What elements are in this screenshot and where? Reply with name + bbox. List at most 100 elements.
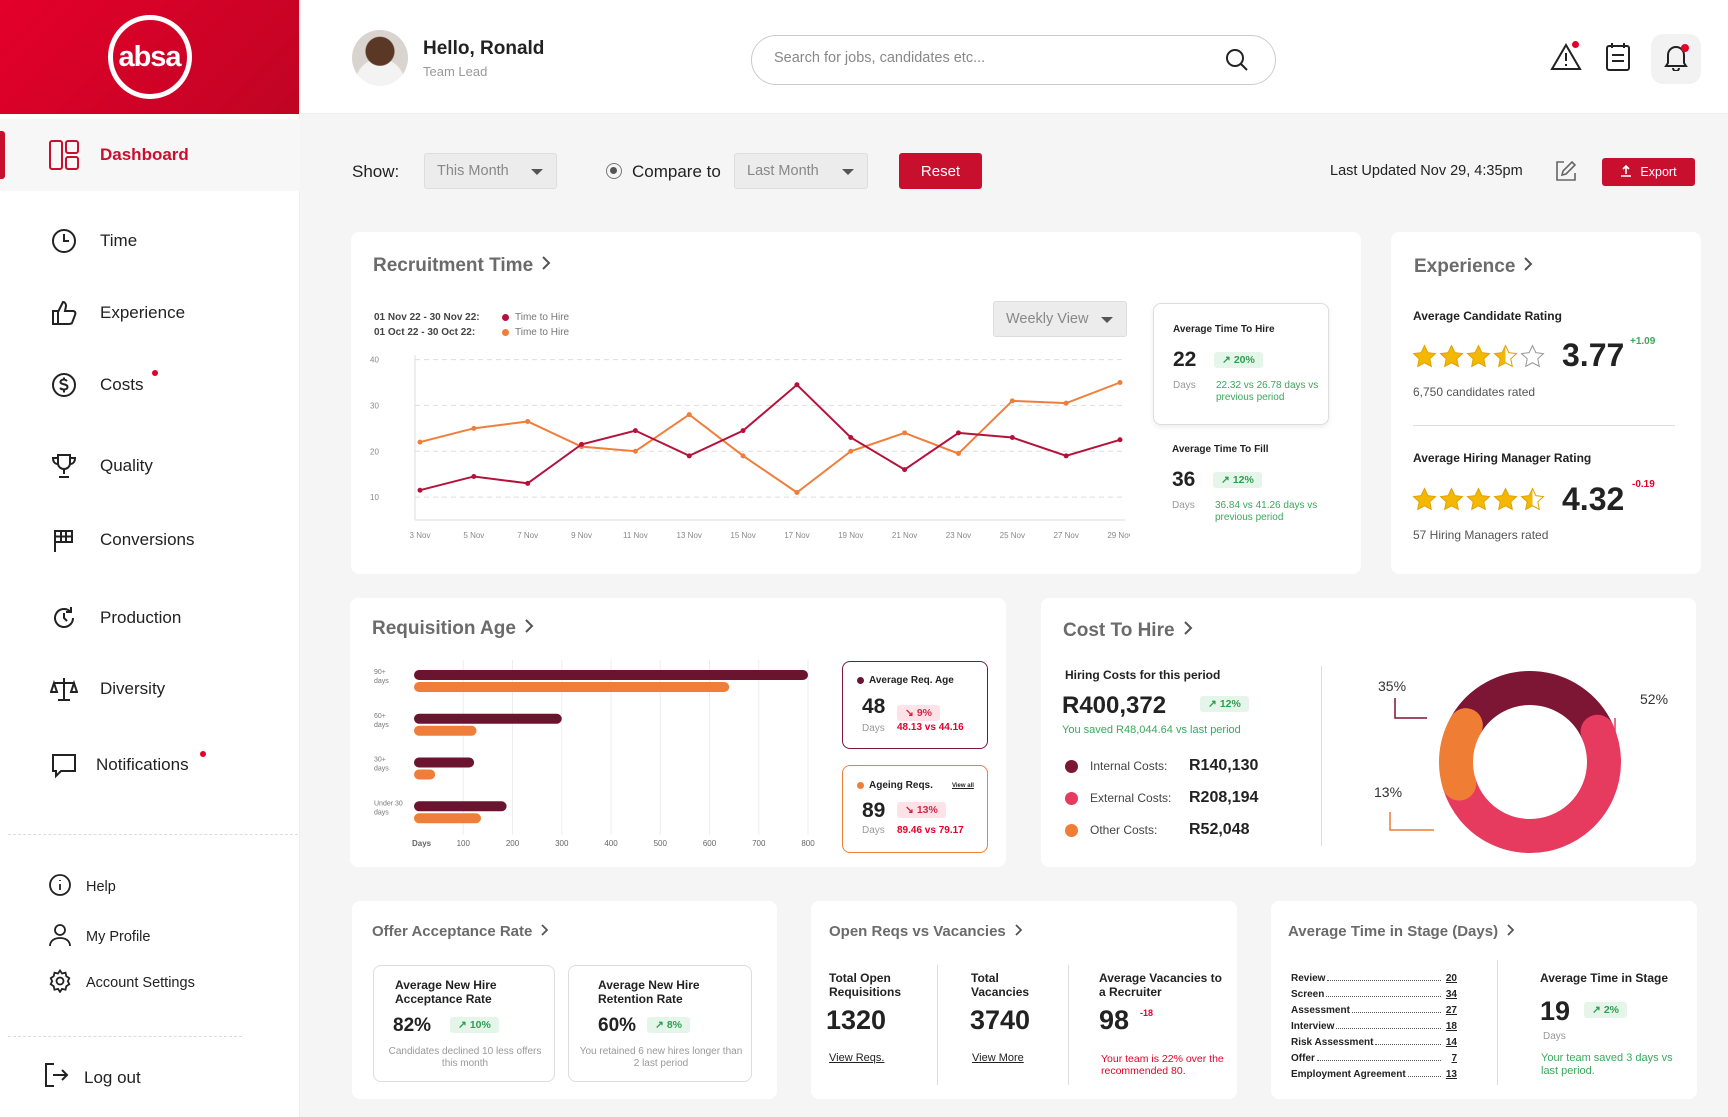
avatar[interactable] <box>352 30 408 86</box>
sidebar-item-production[interactable]: Production <box>0 582 300 654</box>
view-reqs-link[interactable]: View Reqs. <box>829 1052 885 1064</box>
sidebar-item-label: Production <box>100 608 182 627</box>
ageing-reqs-box: Ageing Reqs. View all 89 ↘ 13% Days 89.46… <box>842 765 988 853</box>
trend-up-icon: ↗ <box>655 1019 664 1031</box>
chevron-right-icon <box>524 618 534 640</box>
data-point <box>902 430 908 436</box>
chevron-right-icon <box>540 923 549 940</box>
legend-swatch <box>1065 759 1078 773</box>
data-point <box>794 382 800 388</box>
clipboard-icon[interactable] <box>1601 40 1635 74</box>
series-line <box>419 381 1121 494</box>
cost-total: R400,372 <box>1062 692 1167 719</box>
bar <box>414 801 507 812</box>
manager-star-rating <box>1412 487 1545 512</box>
sidebar-item-quality[interactable]: Quality <box>0 430 300 502</box>
my-profile-link[interactable]: My Profile <box>48 923 150 951</box>
absa-logo[interactable]: absa <box>107 15 192 99</box>
compare-radio[interactable] <box>606 163 622 179</box>
reset-button[interactable]: Reset <box>899 153 982 189</box>
sidebar-item-notifications[interactable]: Notifications <box>0 729 300 801</box>
chart-legend: 01 Nov 22 - 30 Nov 22: Time to Hire 01 Oc… <box>374 312 570 338</box>
bell-button[interactable] <box>1651 34 1701 84</box>
change-badge: ↗ 8% <box>647 1017 690 1033</box>
bar <box>414 769 436 780</box>
weekly-view-dropdown[interactable]: Weekly View <box>993 301 1127 337</box>
flag-icon <box>48 524 80 556</box>
data-point <box>1009 435 1015 440</box>
sidebar-item-costs[interactable]: Costs <box>0 349 300 421</box>
y-tick-label: 10 <box>370 493 379 502</box>
data-point <box>632 428 638 434</box>
divider <box>1497 960 1498 1085</box>
view-all-link[interactable]: View all <box>952 783 974 789</box>
logout-button[interactable]: Log out <box>44 1062 141 1093</box>
recruitment-title[interactable]: Recruitment Time <box>373 255 551 277</box>
account-settings-link[interactable]: Account Settings <box>48 968 195 997</box>
search-icon[interactable] <box>1225 48 1249 77</box>
x-tick-label: 100 <box>457 839 471 848</box>
export-button[interactable]: Export <box>1602 158 1695 186</box>
compare-dropdown[interactable]: Last Month <box>734 153 868 189</box>
help-link[interactable]: Help <box>48 873 116 901</box>
legend-swatch <box>1065 791 1078 805</box>
x-tick-label: 500 <box>654 839 668 848</box>
cost-title[interactable]: Cost To Hire <box>1063 620 1193 642</box>
x-tick-label: 13 Nov <box>677 531 702 540</box>
data-point <box>686 453 692 459</box>
x-tick-label: 23 Nov <box>946 531 971 540</box>
warning-icon[interactable] <box>1549 40 1583 74</box>
data-point <box>955 451 961 457</box>
sidebar-item-experience[interactable]: Experience <box>0 277 300 349</box>
star-icon <box>1520 344 1545 368</box>
openreqs-title[interactable]: Open Reqs vs Vacancies <box>829 923 1023 940</box>
data-point <box>471 473 477 479</box>
trend-down-icon: ↘ <box>905 707 914 719</box>
upload-icon <box>1620 164 1632 180</box>
stage-row: Risk Assessment 14 <box>1291 1037 1457 1048</box>
sidebar-item-diversity[interactable]: Diversity <box>0 653 300 725</box>
data-point <box>848 435 854 440</box>
sidebar-item-conversions[interactable]: Conversions <box>0 504 300 576</box>
candidate-star-rating <box>1412 344 1545 369</box>
compare-label: Compare to <box>632 162 721 181</box>
show-dropdown[interactable]: This Month <box>424 153 557 189</box>
bell-icon <box>1663 43 1689 76</box>
candidate-rating-value: 3.77 <box>1562 337 1625 373</box>
requisition-title[interactable]: Requisition Age <box>372 618 534 640</box>
sidebar-item-dashboard[interactable]: Dashboard <box>0 119 300 191</box>
view-more-link[interactable]: View More <box>972 1052 1024 1064</box>
sidebar-item-label: Notifications <box>96 755 189 774</box>
data-point <box>955 430 961 436</box>
stage-title[interactable]: Average Time in Stage (Days) <box>1288 923 1515 940</box>
search-bar <box>751 35 1276 85</box>
x-tick-label: 21 Nov <box>892 531 917 540</box>
y-tick-label: 30 <box>370 401 379 410</box>
cost-donut-chart: 35% 52% 13% <box>1374 671 1668 853</box>
divider <box>1068 965 1069 1085</box>
trend-up-icon: ↗ <box>1222 354 1231 366</box>
experience-title[interactable]: Experience <box>1414 256 1533 278</box>
divider <box>8 1036 242 1037</box>
sidebar-item-time[interactable]: Time <box>0 205 300 277</box>
search-input[interactable] <box>774 50 1194 66</box>
status-dot <box>857 782 864 789</box>
logo-area: absa <box>0 0 299 114</box>
data-point <box>417 439 423 445</box>
sidebar-item-label: Time <box>100 231 138 250</box>
sidebar-item-label: Diversity <box>100 679 166 698</box>
stage-list: Review 20 Screen 34 Assessment 27 Interview 18 R… <box>1291 968 1457 1080</box>
trend-down-icon: ↘ <box>905 804 914 816</box>
info-icon <box>48 873 72 901</box>
data-point <box>1117 380 1123 385</box>
sidebar-item-label: Dashboard <box>100 145 189 164</box>
offer-title[interactable]: Offer Acceptance Rate <box>372 923 549 940</box>
x-tick-label: 5 Nov <box>463 531 484 540</box>
sidebar-item-label: Conversions <box>100 530 195 549</box>
data-point <box>740 453 746 459</box>
trend-up-icon: ↗ <box>1221 474 1230 486</box>
star-icon <box>1412 344 1437 368</box>
x-tick-label: 700 <box>752 839 766 848</box>
edit-icon[interactable] <box>1555 160 1577 187</box>
x-tick-label: 29 Nov <box>1107 531 1130 540</box>
